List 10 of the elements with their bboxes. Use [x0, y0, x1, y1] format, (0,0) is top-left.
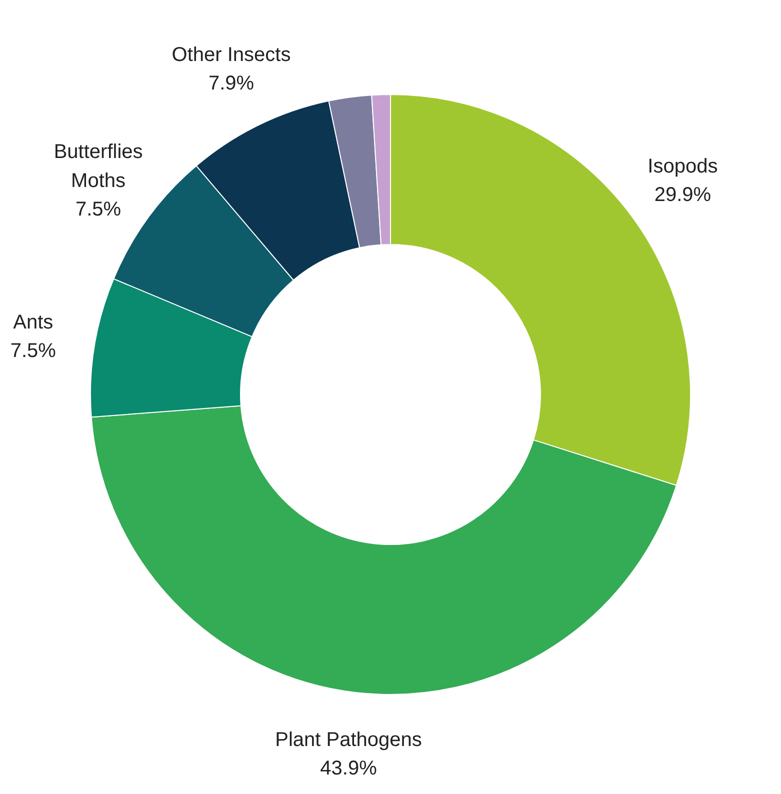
data-label: 29.9%: [654, 184, 712, 206]
data-label: 7.9%: [208, 72, 254, 95]
slice-label: Other Insects: [172, 44, 291, 66]
slice-label: Ants: [13, 311, 54, 334]
data-label: 7.5%: [10, 340, 56, 362]
slice-label: Isopods: [648, 156, 718, 178]
slice-label: Plant Pathogens: [275, 728, 422, 751]
data-label: 43.9%: [320, 757, 378, 780]
slice-label: Butterflies Moths: [54, 141, 143, 192]
data-label: 7.5%: [76, 198, 122, 220]
